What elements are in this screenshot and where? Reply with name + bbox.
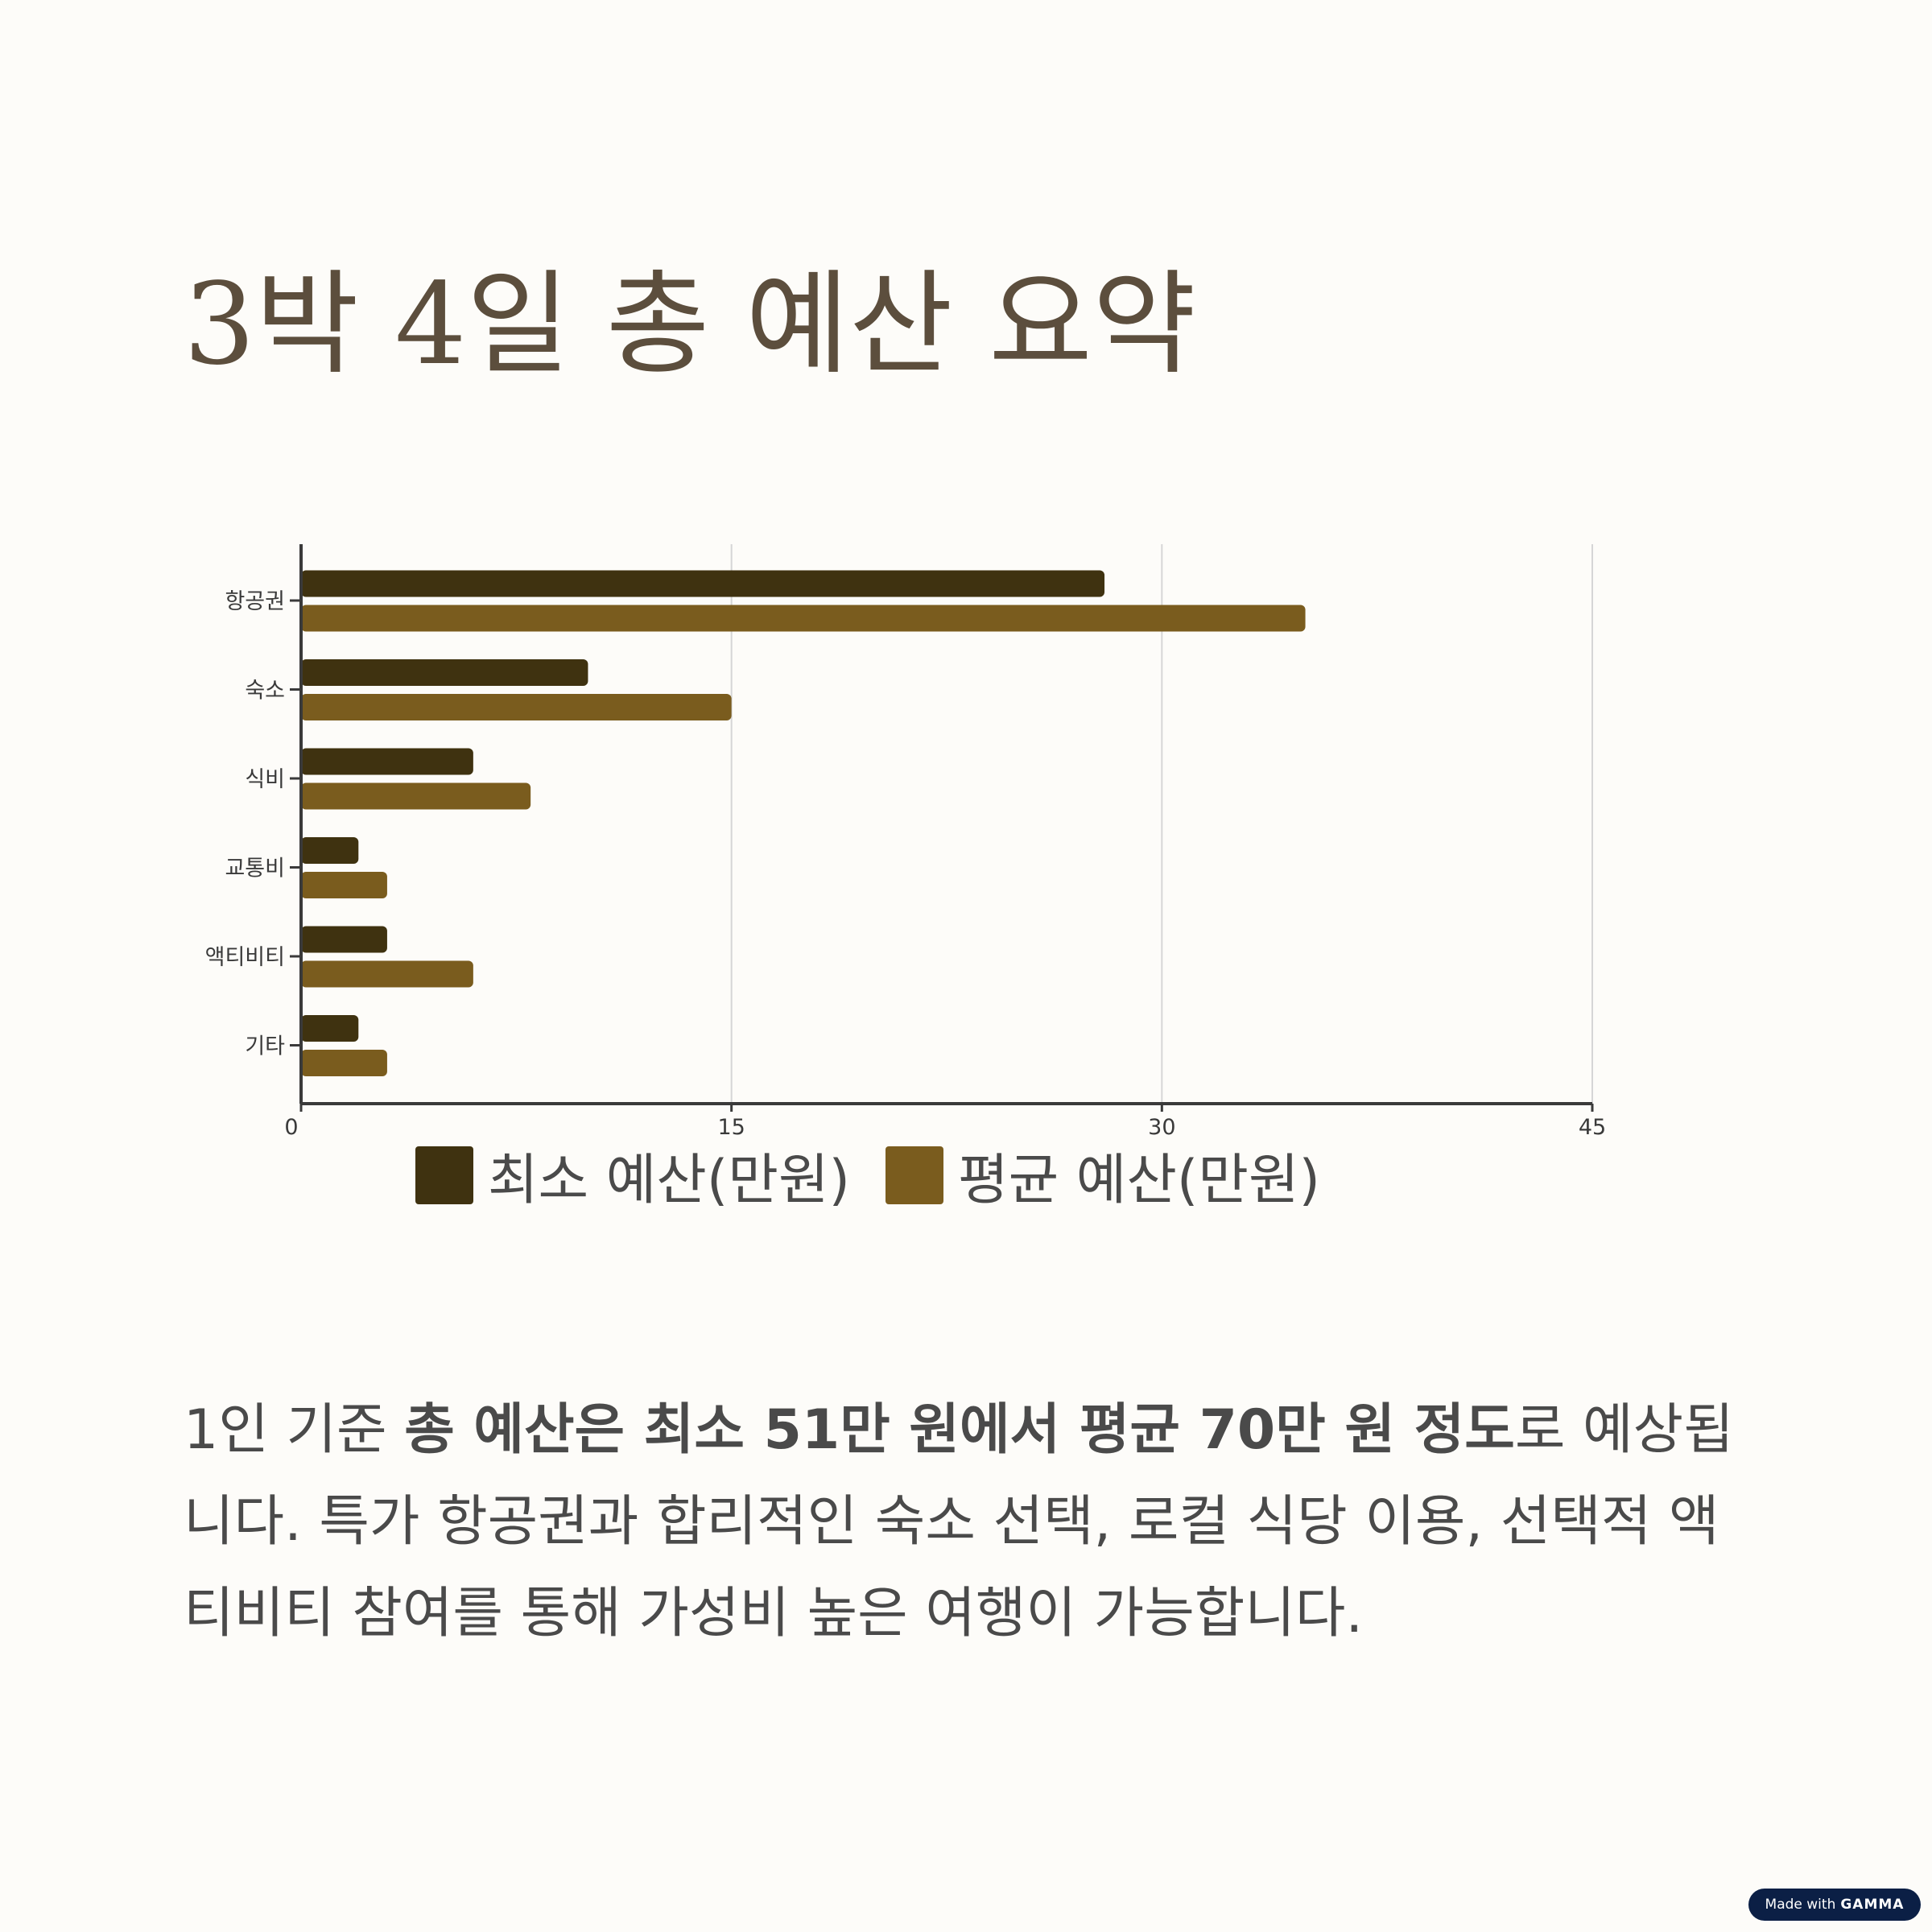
x-tick-label: 0 [284,1115,298,1140]
bar-avg-5 [301,1050,387,1076]
legend-label-avg: 평균 예산(만원) [958,1149,1321,1212]
y-tick-label: 항공권 [225,589,285,614]
y-tick-label: 액티비티 [205,945,285,970]
legend-label-min: 최소 예산(만원) [488,1149,851,1212]
legend-item-avg: 평균 예산(만원) [886,1135,1320,1215]
bar-min-5 [301,1015,359,1042]
y-tick-label: 식비 [245,767,285,792]
x-tick-label: 30 [1148,1115,1175,1140]
y-tick-label: 숙소 [245,679,285,704]
bar-min-0 [301,570,1105,597]
legend-swatch-avg [886,1146,944,1204]
chart-axes [290,544,1594,1112]
x-tick-label: 15 [717,1115,745,1140]
badge-brand: GAMMA [1840,1897,1905,1913]
x-tick-label: 45 [1579,1115,1606,1140]
bar-avg-0 [301,605,1306,632]
badge-prefix: Made with [1765,1897,1836,1913]
chart-bars [301,570,1306,1076]
bar-avg-4 [301,960,473,988]
summary-text-bold: 총 예산은 최소 51만 원에서 평균 70만 원 정도 [404,1398,1515,1462]
legend-swatch-min [415,1146,473,1204]
summary-text-lead: 1인 기준 [184,1398,405,1462]
legend-item-min: 최소 예산(만원) [415,1135,850,1215]
page-title: 3박 4일 총 예산 요약 [184,259,1196,390]
chart-gridlines [730,544,1593,1104]
bar-avg-2 [301,782,531,810]
y-tick-label: 기타 [245,1034,285,1059]
bar-min-1 [301,659,588,686]
made-with-gamma-badge[interactable]: Made with GAMMA [1748,1889,1921,1921]
summary-text-rest: 로 예상됩니다. 특가 항공권과 합리적인 숙소 선택, 로컬 식당 이용, 선… [184,1398,1734,1645]
summary-paragraph: 1인 기준 총 예산은 최소 51만 원에서 평균 70만 원 정도로 예상됩니… [184,1385,1761,1660]
bar-avg-1 [301,694,732,720]
bar-min-3 [301,837,359,864]
y-tick-label: 교통비 [225,857,285,881]
chart-legend: 최소 예산(만원) 평균 예산(만원) [415,1135,1320,1215]
bar-min-4 [301,926,387,953]
bar-min-2 [301,748,473,775]
bar-avg-3 [301,872,387,898]
